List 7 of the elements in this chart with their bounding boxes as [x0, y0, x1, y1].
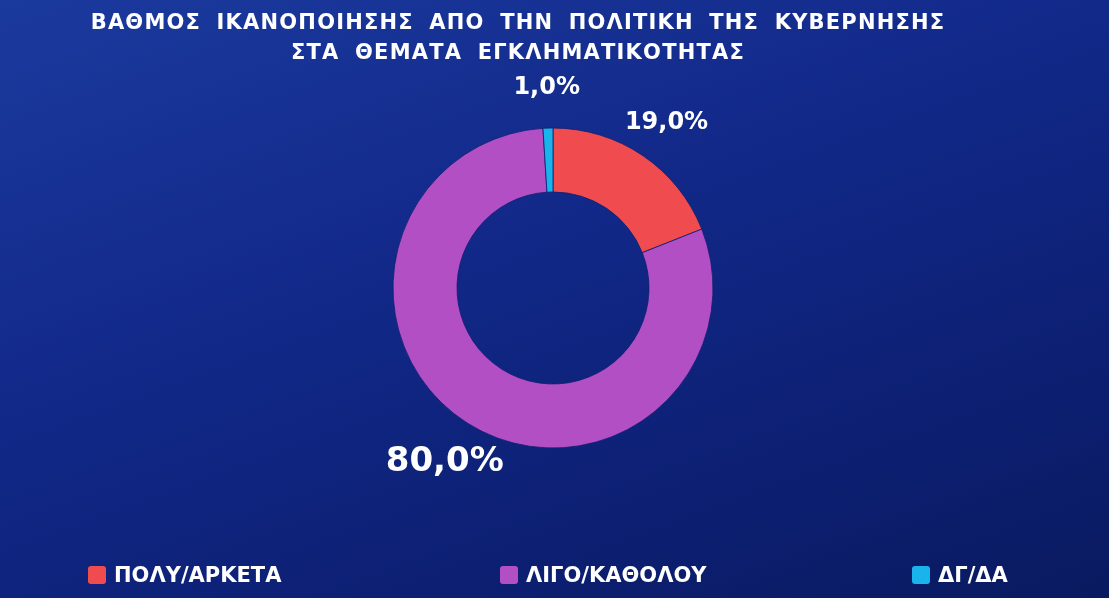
- data-label: 80,0%: [385, 438, 504, 479]
- legend-label: ΔΓ/ΔΑ: [938, 563, 1009, 587]
- data-label: 19,0%: [624, 106, 709, 135]
- chart-title: ΒΑΘΜΟΣ ΙΚΑΝΟΠΟΙΗΣΗΣ ΑΠΟ ΤΗΝ ΠΟΛΙΤΙΚΗ ΤΗΣ ΚΥΒΕΡΝΗΣΗΣ ΣΤΑ ΘΕΜΑΤΑ ΕΓΚΛΗΜΑΤΙΚΟΤΗΤΑΣ: [90, 10, 946, 64]
- slice-label: ΛΙΓΟ/ΚΑΘΟΛΟΥ: [526, 563, 708, 587]
- legend-label: ΠΟΛΥ/ΑΡΚΕΤΑ: [114, 563, 283, 587]
- data-label: 1,0%: [513, 72, 580, 101]
